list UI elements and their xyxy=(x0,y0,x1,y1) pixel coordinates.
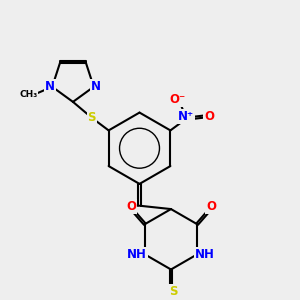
Text: O: O xyxy=(204,110,214,123)
Text: O: O xyxy=(126,200,136,213)
Text: NH: NH xyxy=(195,248,214,261)
Text: CH₃: CH₃ xyxy=(19,90,38,99)
Text: S: S xyxy=(88,111,96,124)
Text: N⁺: N⁺ xyxy=(178,110,194,123)
Text: N: N xyxy=(91,80,101,93)
Text: NH: NH xyxy=(127,248,147,261)
Text: N: N xyxy=(45,80,55,93)
Text: S: S xyxy=(169,285,177,298)
Text: O⁻: O⁻ xyxy=(170,93,186,106)
Text: O: O xyxy=(206,200,216,213)
